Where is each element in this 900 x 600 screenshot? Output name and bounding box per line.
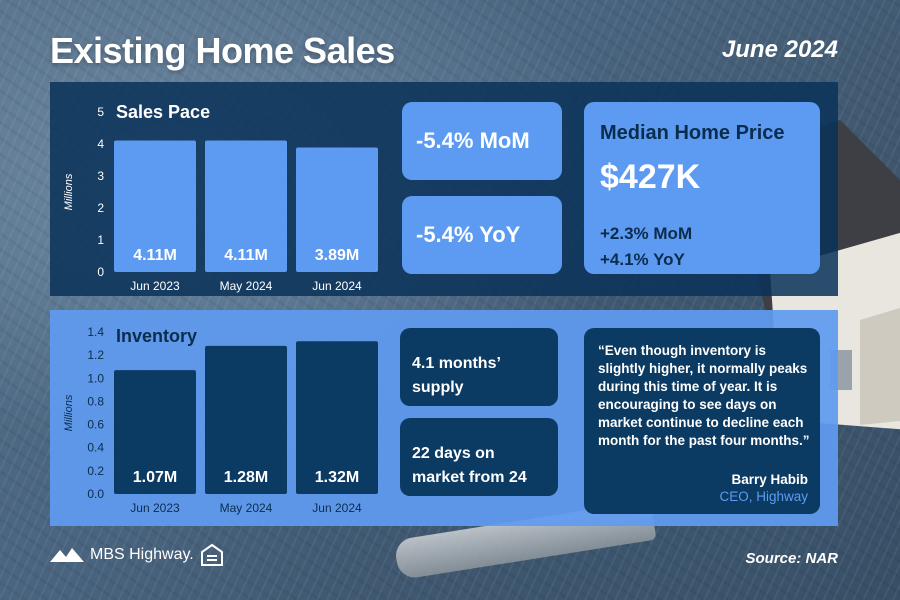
x-tick-label: Jun 2023	[130, 279, 180, 293]
x-tick-label: Jun 2023	[130, 501, 180, 515]
bar-value-label: 4.11M	[133, 247, 177, 264]
y-tick-label: 1.0	[87, 371, 104, 385]
median-price-yoy: +4.1% YoY	[600, 250, 685, 269]
sales-chart-title: Sales Pace	[116, 102, 211, 122]
median-price-mom: +2.3% MoM	[600, 224, 693, 243]
equal-housing-icon	[201, 543, 223, 566]
sales-chart: 0 1 2 3 4 5 Millions 4.11M Jun 2023 4.11M May 2024…	[50, 82, 390, 296]
quote-role: CEO, Highway	[719, 489, 808, 504]
y-tick-label: 0.6	[87, 418, 104, 432]
x-tick-label: Jun 2024	[312, 279, 362, 293]
sales-yoy-value: -5.4% YoY	[416, 222, 521, 247]
x-tick-label: May 2024	[220, 501, 273, 515]
days-on-market-line1: 22 days on	[412, 445, 495, 462]
y-tick-label: 0	[97, 265, 104, 279]
bar-value-label: 1.07M	[133, 469, 177, 486]
y-tick-label: 0.2	[87, 464, 104, 478]
bar-value-label: 1.32M	[315, 469, 359, 486]
days-on-market-box: 22 days on market from 24	[400, 418, 558, 496]
months-supply-box: 4.1 months’ supply	[400, 328, 558, 406]
y-tick-label: 1.2	[87, 348, 104, 362]
sales-mom-box: -5.4% MoM	[402, 102, 562, 180]
y-tick-label: 1.4	[87, 325, 104, 339]
median-price-box: Median Home Price $427K +2.3% MoM +4.1% …	[584, 102, 820, 274]
median-price-value: $427K	[600, 158, 701, 196]
quote-author: Barry Habib	[731, 472, 808, 487]
bar	[296, 341, 378, 494]
y-tick-label: 0.4	[87, 441, 104, 455]
y-tick-label: 3	[97, 169, 104, 183]
bar	[114, 140, 196, 272]
bar	[205, 345, 287, 494]
page-title: Existing Home Sales	[50, 30, 395, 71]
bar	[205, 140, 287, 272]
bar	[114, 370, 196, 494]
y-tick-label: 0.0	[87, 487, 104, 501]
inventory-chart-svg: 0.0 0.2 0.4 0.6 0.8 1.0 1.2 1.4 Millions 1.07M Jun…	[63, 325, 378, 515]
x-tick-label: May 2024	[220, 279, 273, 293]
bar-value-label: 4.11M	[224, 247, 268, 264]
y-tick-label: 4	[97, 137, 104, 151]
y-axis-label: Millions	[63, 173, 75, 210]
sales-chart-svg: 0 1 2 3 4 5 Millions 4.11M Jun 2023 4.11M May 2024…	[63, 105, 378, 293]
days-on-market-line2: market from 24	[412, 469, 527, 486]
sales-yoy-box: -5.4% YoY	[402, 196, 562, 274]
mountain-icon	[50, 548, 84, 562]
report-date: June 2024	[721, 36, 838, 63]
brand-logo: MBS Highway.	[50, 546, 194, 564]
median-price-title: Median Home Price	[600, 122, 785, 144]
y-tick-label: 2	[97, 201, 104, 215]
months-supply-line1: 4.1 months’	[412, 355, 501, 372]
bar-value-label: 1.28M	[224, 469, 268, 486]
quote-box: “Even though inventory is slightly highe…	[584, 328, 820, 514]
x-tick-label: Jun 2024	[312, 501, 362, 515]
y-tick-label: 1	[97, 233, 104, 247]
bar	[296, 147, 378, 272]
bar-value-label: 3.89M	[315, 247, 359, 264]
sales-panel: 0 1 2 3 4 5 Millions 4.11M Jun 2023 4.11M May 2024…	[50, 82, 838, 296]
inventory-chart-title: Inventory	[116, 326, 198, 346]
sales-mom-value: -5.4% MoM	[416, 128, 530, 153]
y-tick-label: 0.8	[87, 394, 104, 408]
months-supply-line2: supply	[412, 379, 464, 396]
y-axis-label: Millions	[63, 394, 75, 431]
inventory-panel: 0.0 0.2 0.4 0.6 0.8 1.0 1.2 1.4 Millions 1.07M Jun…	[50, 310, 838, 526]
inventory-chart: 0.0 0.2 0.4 0.6 0.8 1.0 1.2 1.4 Millions 1.07M Jun…	[50, 310, 390, 526]
quote-text: “Even though inventory is slightly highe…	[598, 343, 810, 448]
source-note: Source: NAR	[745, 550, 838, 567]
y-tick-label: 5	[97, 105, 104, 119]
brand-name: MBS Highway.	[90, 546, 194, 563]
